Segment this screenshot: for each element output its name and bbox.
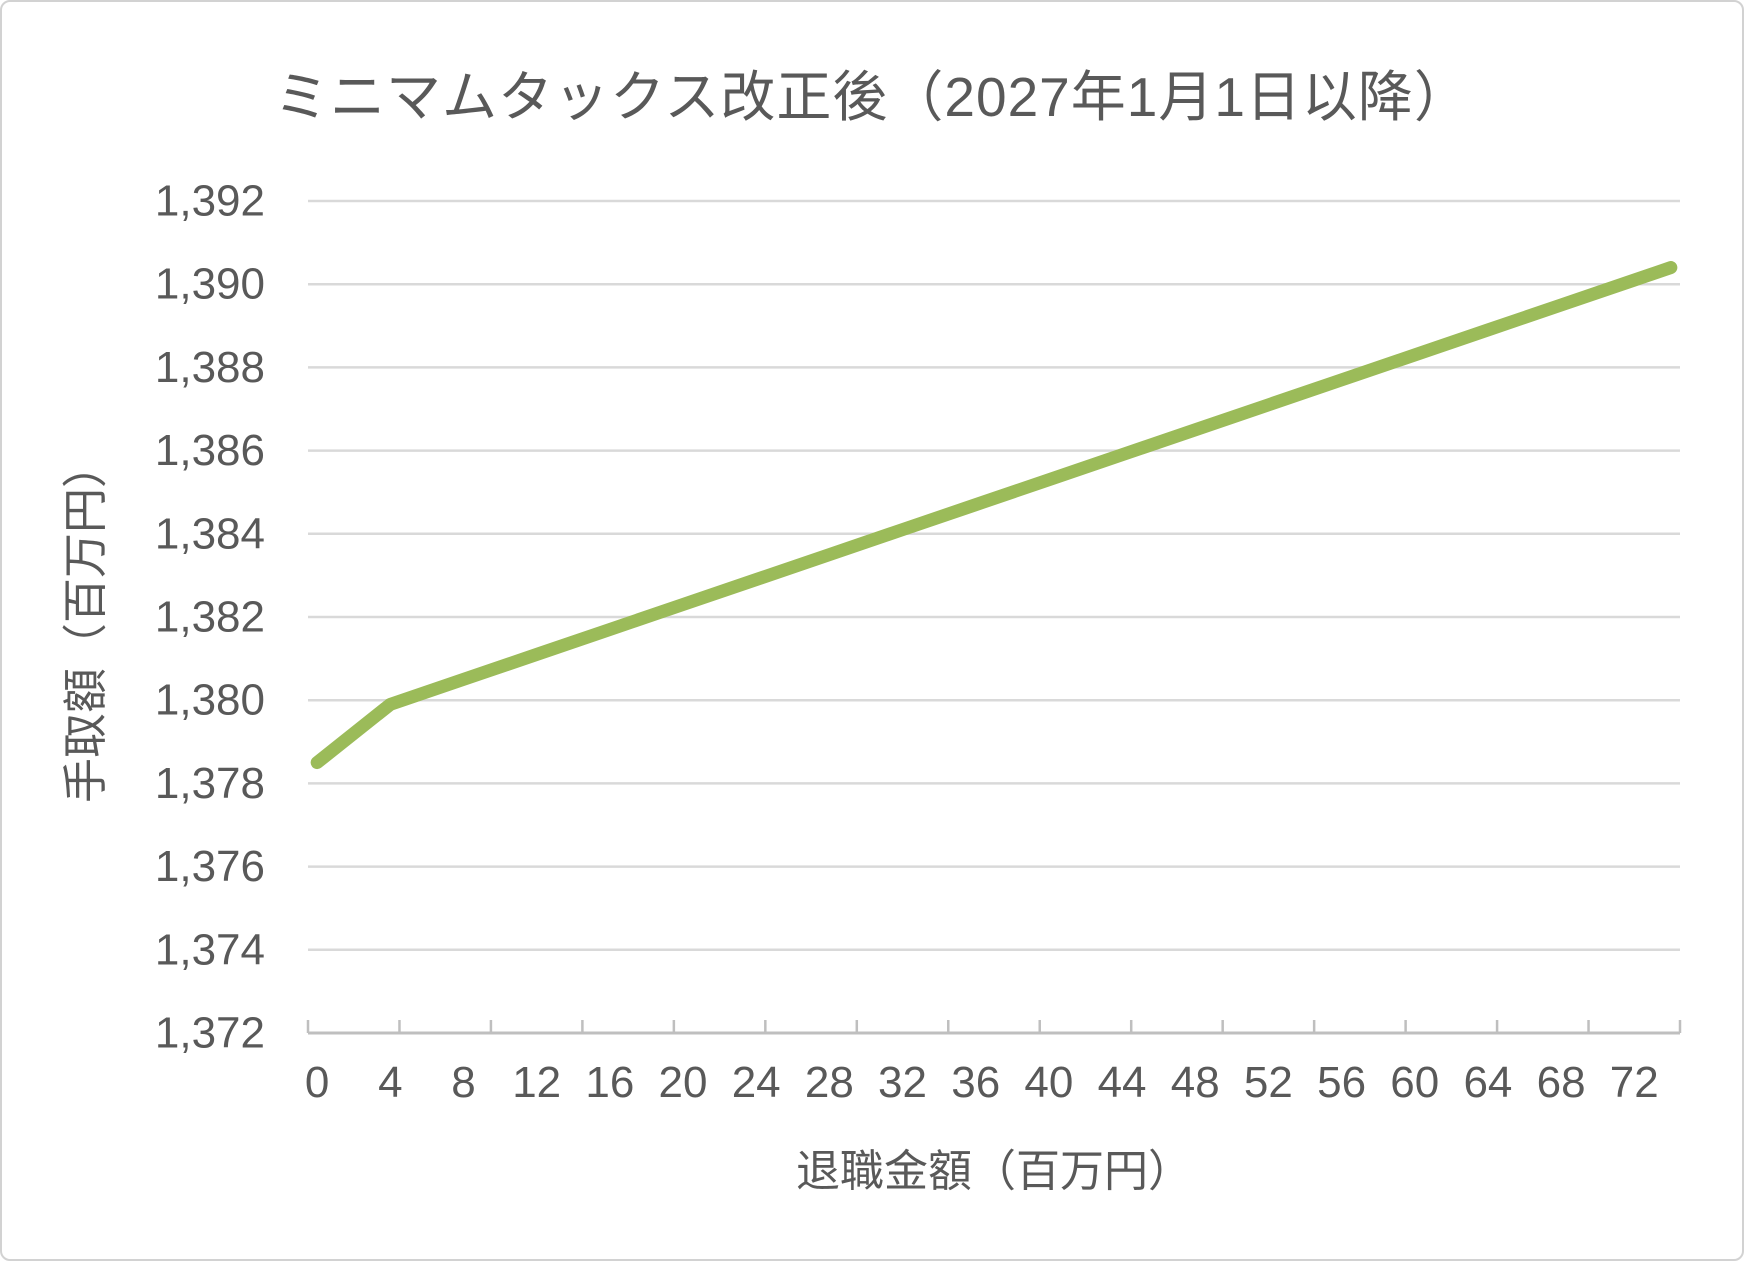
x-tick-label: 60 xyxy=(1390,1058,1439,1107)
x-tick-label: 52 xyxy=(1244,1058,1293,1107)
x-tick-label: 64 xyxy=(1463,1058,1512,1107)
x-tick-label: 36 xyxy=(951,1058,1000,1107)
y-axis-title: 手取額（百万円） xyxy=(60,443,111,804)
x-tick-label: 40 xyxy=(1024,1058,1073,1107)
x-tick-label: 72 xyxy=(1610,1058,1659,1107)
x-tick-label: 44 xyxy=(1098,1058,1147,1107)
data-line-series xyxy=(310,261,1678,770)
y-tick-label: 1,388 xyxy=(155,343,265,392)
x-tick-label: 20 xyxy=(659,1058,708,1107)
x-tick-label: 4 xyxy=(378,1058,402,1107)
x-tick-label: 68 xyxy=(1537,1058,1586,1107)
chart-title: ミニマムタックス改正後（2027年1月1日以降） xyxy=(274,66,1470,128)
y-tick-label: 1,380 xyxy=(155,676,265,725)
x-tick-label: 0 xyxy=(305,1058,329,1107)
y-tick-label: 1,376 xyxy=(155,842,265,891)
y-tick-label: 1,378 xyxy=(155,759,265,808)
x-tick-label: 12 xyxy=(512,1058,561,1107)
y-tick-label: 1,374 xyxy=(155,925,265,974)
x-tick-label: 28 xyxy=(805,1058,854,1107)
x-tick-label: 32 xyxy=(878,1058,927,1107)
y-tick-label: 1,382 xyxy=(155,593,265,642)
x-tick-label: 8 xyxy=(451,1058,475,1107)
x-tick-label: 48 xyxy=(1171,1058,1220,1107)
y-tick-label: 1,384 xyxy=(155,509,265,558)
y-tick-label: 1,386 xyxy=(155,426,265,475)
x-axis-title: 退職金額（百万円） xyxy=(796,1147,1192,1196)
x-tick-label: 56 xyxy=(1317,1058,1366,1107)
y-tick-label: 1,390 xyxy=(155,260,265,309)
y-tick-label: 1,372 xyxy=(155,1009,265,1058)
x-tick-label: 24 xyxy=(732,1058,781,1107)
x-tick-label: 16 xyxy=(585,1058,634,1107)
y-tick-label: 1,392 xyxy=(155,177,265,226)
